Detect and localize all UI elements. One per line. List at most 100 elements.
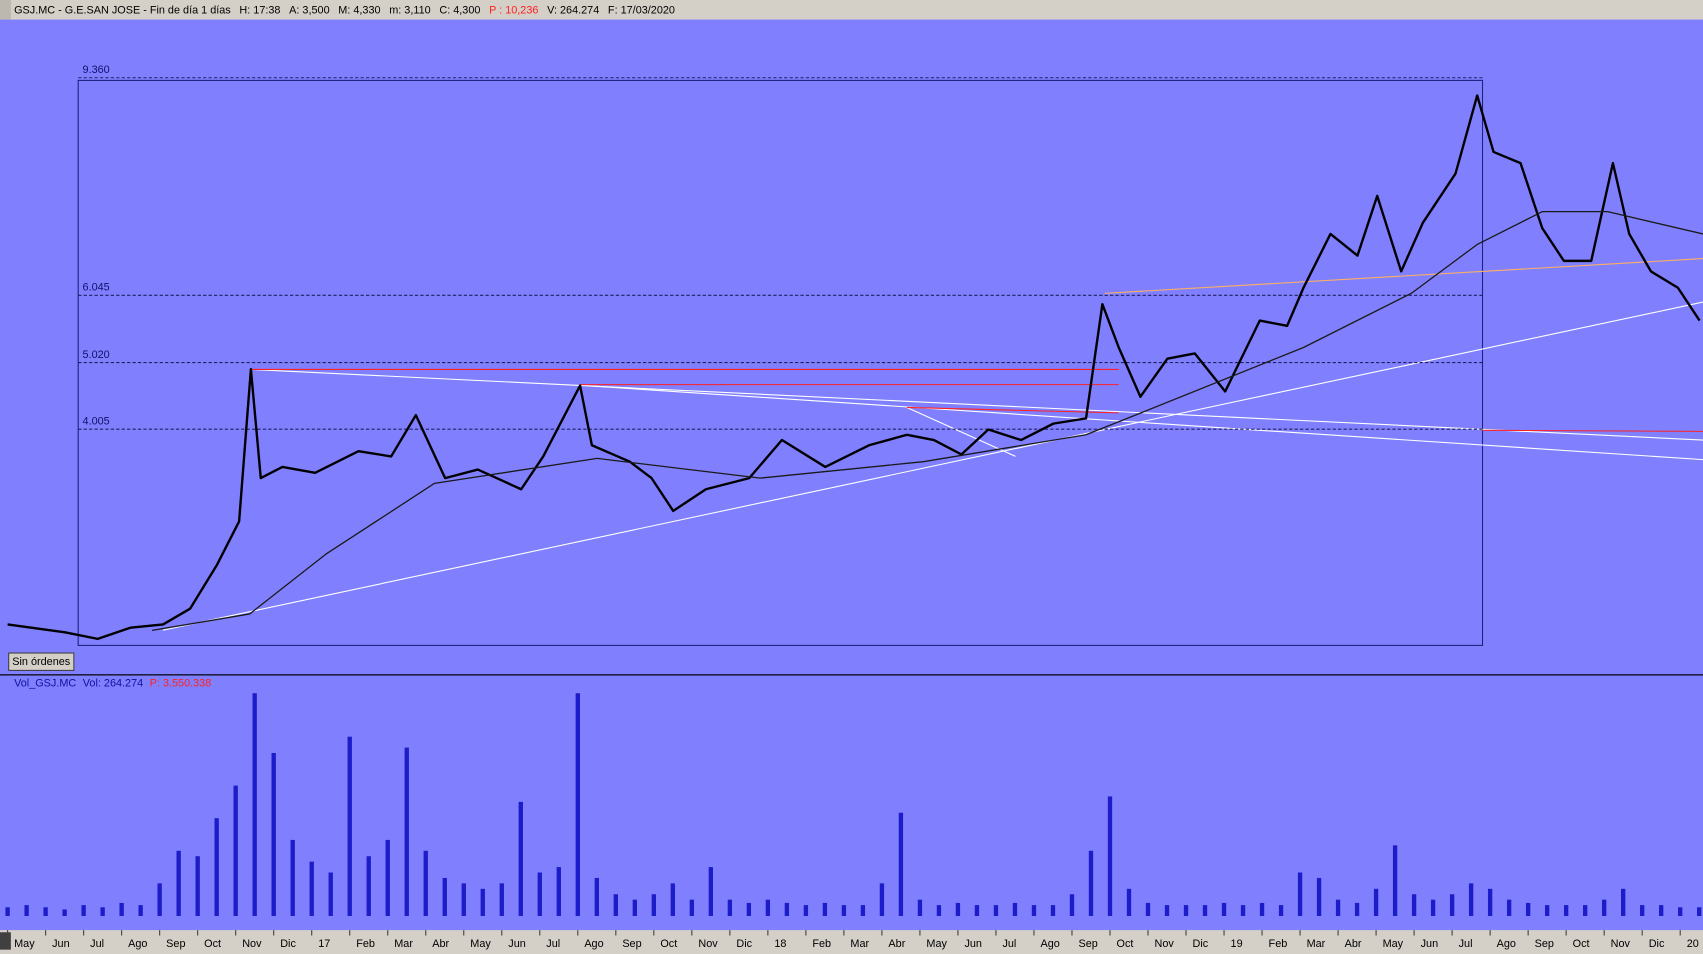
volume-bar bbox=[765, 899, 771, 916]
x-tick-label: Dic bbox=[1193, 938, 1209, 950]
x-axis: May Jun Jul Ago Sep Oct Nov Dic 17 Feb Mar Abr May Ju… bbox=[7, 930, 1699, 950]
x-tick-label: Ago bbox=[1497, 938, 1516, 950]
volume-bar bbox=[157, 883, 162, 916]
volume-bar bbox=[803, 905, 809, 916]
x-tick-label: 17 bbox=[318, 938, 330, 950]
volume-bar bbox=[1183, 905, 1189, 916]
volume-bar bbox=[746, 902, 752, 916]
x-tick-label: Jun bbox=[52, 938, 70, 950]
orders-button[interactable]: Sin órdenes bbox=[12, 656, 71, 668]
scroll-icon bbox=[0, 932, 11, 950]
header-icon bbox=[0, 0, 11, 20]
button-frame[interactable] bbox=[8, 652, 75, 671]
x-tick-label: Ago bbox=[1040, 938, 1059, 950]
volume-bar bbox=[1107, 796, 1113, 916]
price-line bbox=[7, 94, 1701, 641]
x-tick-label: Jun bbox=[1421, 938, 1439, 950]
trend-line bbox=[162, 301, 1703, 631]
volume-bar bbox=[1126, 888, 1132, 916]
volume-header-text: Vol_GSJ.MC bbox=[14, 677, 76, 689]
volume-bar bbox=[100, 907, 105, 916]
volume-bar bbox=[5, 907, 10, 916]
volume-bar bbox=[1221, 902, 1227, 916]
x-tick-label: Nov bbox=[1611, 938, 1631, 950]
trend-line bbox=[1482, 429, 1703, 432]
volume-bar bbox=[1468, 883, 1474, 916]
x-tick-label: May bbox=[1383, 938, 1404, 950]
volume-bar bbox=[1259, 902, 1265, 916]
x-tick-label: 20 bbox=[1687, 938, 1699, 950]
volume-bar bbox=[708, 867, 714, 916]
level-label: 9.360 bbox=[83, 64, 110, 76]
volume-bar bbox=[233, 785, 238, 916]
volume-bar bbox=[480, 888, 485, 916]
volume-bar bbox=[594, 877, 599, 916]
volume-bar bbox=[1202, 905, 1208, 916]
volume-bar bbox=[1316, 877, 1322, 916]
x-tick-label: Abr bbox=[888, 938, 905, 950]
header-text: H: 17:38 bbox=[239, 5, 280, 17]
volume-bar bbox=[1297, 872, 1303, 916]
volume-bar bbox=[461, 883, 466, 916]
x-tick-label: Jul bbox=[1002, 938, 1016, 950]
x-tick-label: Oct bbox=[660, 938, 677, 950]
x-tick-label: Jul bbox=[1459, 938, 1473, 950]
volume-bar bbox=[1601, 899, 1607, 916]
volume-bar bbox=[556, 867, 561, 916]
x-tick-label: Abr bbox=[432, 938, 449, 950]
volume-bar bbox=[176, 850, 181, 916]
header-bar bbox=[0, 0, 1703, 20]
x-tick-label: Sep bbox=[1535, 938, 1554, 950]
volume-bar bbox=[195, 856, 200, 916]
volume-bar bbox=[81, 905, 86, 916]
x-tick-label: May bbox=[14, 938, 35, 950]
header-text: A: 3,500 bbox=[289, 5, 329, 17]
volume-bar bbox=[518, 801, 523, 916]
x-tick-label: Sep bbox=[622, 938, 641, 950]
volume-bar bbox=[1640, 905, 1645, 916]
trend-line bbox=[250, 368, 1703, 441]
x-tick-label: 18 bbox=[774, 938, 786, 950]
volume-bar bbox=[936, 905, 942, 916]
volume-bar bbox=[1012, 902, 1018, 916]
volume-bar bbox=[1487, 888, 1493, 916]
x-tick-label: Dic bbox=[280, 938, 296, 950]
volume-bar bbox=[138, 905, 143, 916]
volume-bar bbox=[1544, 905, 1550, 916]
x-tick-label: Feb bbox=[356, 938, 375, 950]
volume-bar bbox=[1069, 894, 1075, 916]
volume-bar bbox=[1354, 902, 1360, 916]
volume-bar bbox=[784, 902, 790, 916]
header-texts: GSJ.MC - G.E.SAN JOSE - Fin de día 1 día… bbox=[14, 5, 675, 17]
x-tick-label: Mar bbox=[850, 938, 869, 950]
x-tick-label: May bbox=[470, 938, 491, 950]
volume-bar bbox=[1525, 902, 1531, 916]
volume-bar bbox=[670, 883, 676, 916]
volume-bar bbox=[727, 899, 733, 916]
volume-bar bbox=[1373, 888, 1379, 916]
volume-bar bbox=[537, 872, 542, 916]
volume-bar bbox=[119, 902, 124, 916]
volume-bar bbox=[309, 861, 314, 916]
trend-line bbox=[1104, 258, 1703, 294]
x-tick-label: Ago bbox=[584, 938, 603, 950]
moving-average bbox=[151, 210, 1703, 631]
volume-bar bbox=[860, 905, 866, 916]
x-tick-label: Oct bbox=[204, 938, 221, 950]
x-tick-label: Ago bbox=[128, 938, 147, 950]
volume-bar bbox=[1145, 902, 1151, 916]
x-tick-label: Dic bbox=[1649, 938, 1665, 950]
x-tick-label: Mar bbox=[394, 938, 413, 950]
volume-bar bbox=[442, 877, 447, 916]
volume-bar bbox=[841, 905, 847, 916]
header-text: F: 17/03/2020 bbox=[608, 5, 675, 17]
x-tick-label: Jul bbox=[546, 938, 560, 950]
volume-bar bbox=[898, 812, 904, 916]
x-tick-label: Jun bbox=[508, 938, 526, 950]
volume-bar bbox=[1449, 894, 1455, 916]
volume-bar bbox=[1392, 845, 1398, 916]
header-text: P : 10,236 bbox=[489, 5, 538, 17]
x-tick-label: Dic bbox=[736, 938, 752, 950]
